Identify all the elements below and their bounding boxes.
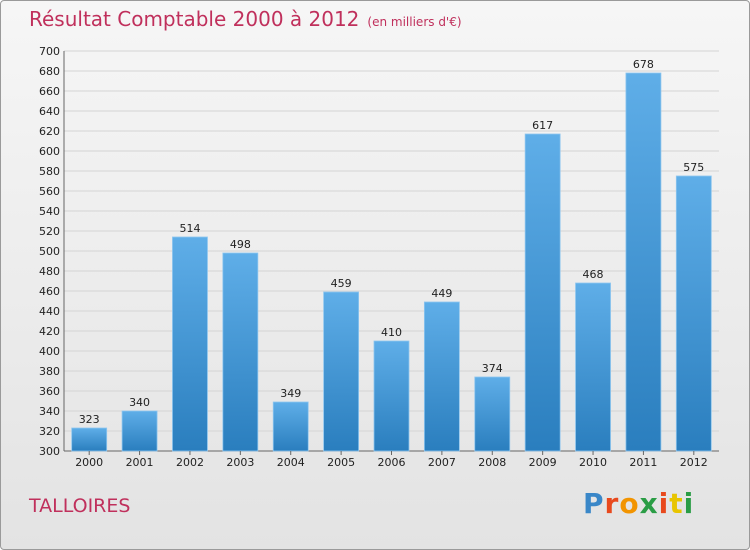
x-tick-label: 2002 <box>176 456 204 469</box>
bar <box>524 133 561 452</box>
y-tick-label: 700 <box>39 45 60 58</box>
y-tick-label: 400 <box>39 345 60 358</box>
x-tick-label: 2004 <box>277 456 305 469</box>
bar <box>222 252 259 452</box>
x-tick-label: 2001 <box>126 456 154 469</box>
y-tick-label: 420 <box>39 325 60 338</box>
bar-value-label: 340 <box>129 396 150 409</box>
logo-letter: r <box>604 487 620 520</box>
bar <box>272 401 309 452</box>
bar <box>373 340 410 452</box>
chart-title: Résultat Comptable 2000 à 2012 (en millie… <box>29 7 462 31</box>
y-tick-label: 360 <box>39 385 60 398</box>
bar-value-label: 514 <box>179 222 200 235</box>
logo-letter: o <box>619 487 640 520</box>
bar-value-label: 575 <box>683 161 704 174</box>
y-tick-label: 380 <box>39 365 60 378</box>
bar-value-label: 323 <box>79 413 100 426</box>
x-tick-label: 2000 <box>75 456 103 469</box>
bar-value-label: 617 <box>532 119 553 132</box>
x-tick-label: 2008 <box>478 456 506 469</box>
x-tick-label: 2010 <box>579 456 607 469</box>
chart-subtitle: (en milliers d'€) <box>367 15 462 29</box>
proxiti-logo: Proxiti <box>583 487 694 520</box>
y-tick-label: 320 <box>39 425 60 438</box>
bar-value-label: 349 <box>280 387 301 400</box>
bar-value-label: 678 <box>633 58 654 71</box>
x-tick-label: 2007 <box>428 456 456 469</box>
logo-letter: t <box>669 487 684 520</box>
y-tick-label: 500 <box>39 245 60 258</box>
bar <box>474 376 511 452</box>
logo-letter: x <box>639 487 659 520</box>
y-tick-label: 440 <box>39 305 60 318</box>
y-tick-label: 640 <box>39 105 60 118</box>
y-tick-label: 480 <box>39 265 60 278</box>
y-tick-label: 340 <box>39 405 60 418</box>
x-tick-label: 2005 <box>327 456 355 469</box>
bar <box>172 236 208 452</box>
bar-value-label: 374 <box>482 362 503 375</box>
bar-value-label: 468 <box>583 268 604 281</box>
y-tick-label: 580 <box>39 165 60 178</box>
y-tick-label: 540 <box>39 205 60 218</box>
city-label: TALLOIRES <box>29 495 131 517</box>
bar-value-label: 498 <box>230 238 251 251</box>
bar <box>121 410 158 452</box>
y-tick-label: 620 <box>39 125 60 138</box>
y-tick-label: 600 <box>39 145 60 158</box>
logo-letter: i <box>683 487 695 520</box>
bar <box>423 301 460 452</box>
bar-value-label: 459 <box>331 277 352 290</box>
x-tick-label: 2011 <box>629 456 657 469</box>
bar-value-label: 410 <box>381 326 402 339</box>
bar <box>675 175 712 452</box>
y-tick-label: 560 <box>39 185 60 198</box>
bar-value-label: 449 <box>431 287 452 300</box>
y-tick-label: 520 <box>39 225 60 238</box>
logo-letter: P <box>583 487 605 520</box>
bar <box>625 72 662 452</box>
logo-letter: i <box>658 487 670 520</box>
x-tick-label: 2003 <box>226 456 254 469</box>
x-tick-label: 2012 <box>680 456 708 469</box>
bar <box>323 291 360 452</box>
bar <box>71 427 108 452</box>
y-tick-label: 460 <box>39 285 60 298</box>
y-tick-label: 300 <box>39 445 60 458</box>
bar <box>575 282 611 452</box>
x-tick-label: 2006 <box>378 456 406 469</box>
y-tick-label: 660 <box>39 85 60 98</box>
x-tick-label: 2009 <box>529 456 557 469</box>
y-tick-label: 680 <box>39 65 60 78</box>
chart-title-text: Résultat Comptable 2000 à 2012 <box>29 7 360 31</box>
